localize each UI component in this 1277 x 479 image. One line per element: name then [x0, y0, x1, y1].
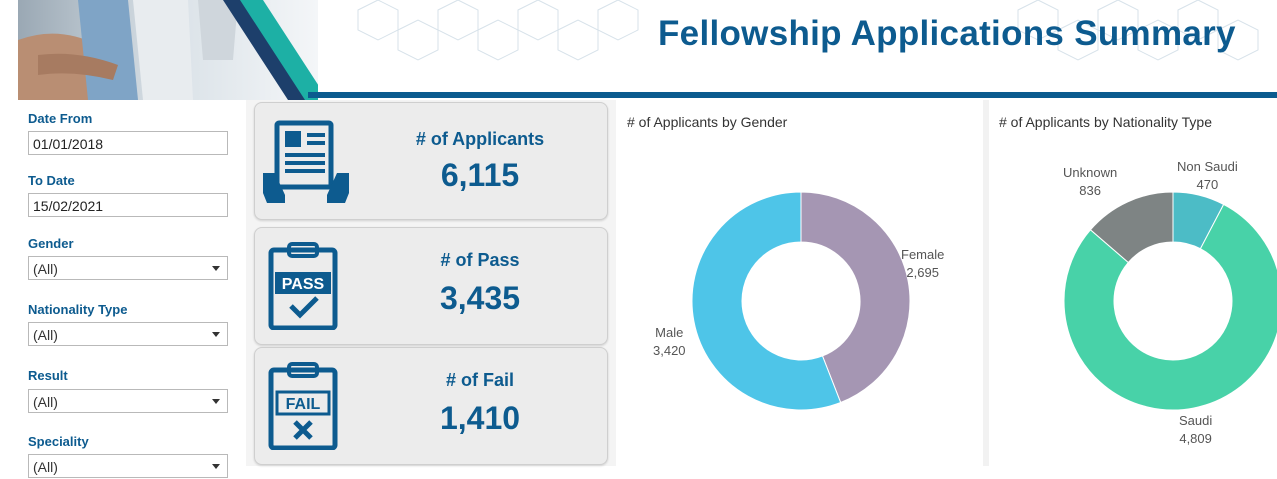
gender-label: Gender — [28, 236, 74, 251]
nationality-type-label: Nationality Type — [28, 302, 128, 317]
kpi-card-applicants: # of Applicants 6,115 — [254, 102, 608, 220]
male-slice-label: Male 3,420 — [653, 324, 686, 360]
non-saudi-slice-label: Non Saudi 470 — [1177, 158, 1238, 194]
gender-chart-title: # of Applicants by Gender — [627, 114, 788, 130]
nationality-chart-title: # of Applicants by Nationality Type — [999, 114, 1212, 130]
date-from-input[interactable]: 01/01/2018 — [28, 131, 228, 155]
saudi-slice-value: 4,809 — [1179, 431, 1212, 446]
female-slice-label: Female 2,695 — [901, 246, 944, 282]
date-from-label: Date From — [28, 111, 93, 126]
gender-donut-chart — [691, 191, 911, 411]
result-label: Result — [28, 368, 68, 383]
chevron-down-icon — [212, 332, 220, 337]
applicants-label: # of Applicants — [415, 129, 545, 149]
filters-panel: Date From 01/01/2018 To Date 15/02/2021 … — [18, 100, 247, 478]
fail-label: # of Fail — [445, 370, 514, 390]
female-slice-name: Female — [901, 247, 945, 262]
kpi-card-pass: PASS # of Pass 3,435 — [254, 227, 608, 345]
pass-clipboard-icon: PASS — [268, 242, 338, 330]
kpi-card-fail: FAIL # of Fail 1,410 — [254, 347, 608, 465]
unknown-slice-label: Unknown 836 — [1063, 164, 1117, 200]
saudi-slice-label: Saudi 4,809 — [1179, 412, 1212, 448]
chevron-down-icon — [212, 266, 220, 271]
to-date-input[interactable]: 15/02/2021 — [28, 193, 228, 217]
speciality-label: Speciality — [28, 434, 89, 449]
non-saudi-slice-name: Non Saudi — [1177, 159, 1238, 174]
applicants-value: 6,115 — [440, 157, 520, 193]
panel-divider — [983, 100, 989, 466]
chevron-down-icon — [212, 399, 220, 404]
chevron-down-icon — [212, 464, 220, 469]
unknown-slice-name: Unknown — [1063, 165, 1118, 180]
saudi-slice-name: Saudi — [1179, 413, 1213, 428]
fail-clipboard-icon: FAIL — [268, 362, 338, 450]
donut-slice-unknown[interactable] — [1089, 191, 1174, 264]
donut-slice-male[interactable] — [691, 191, 842, 411]
result-select[interactable]: (All) — [28, 389, 228, 413]
applicant-form-icon — [263, 120, 349, 203]
donut-slice-saudi[interactable] — [1063, 203, 1277, 411]
speciality-select[interactable]: (All) — [28, 454, 228, 478]
fail-icon-text: FAIL — [286, 396, 321, 413]
gender-select[interactable]: (All) — [28, 256, 228, 280]
header-photo — [18, 0, 318, 100]
gender-chart-panel: # of Applicants by Gender Female 2,695 M… — [617, 100, 983, 466]
unknown-slice-value: 836 — [1079, 183, 1101, 198]
header-divider — [308, 92, 1277, 98]
to-date-label: To Date — [28, 173, 75, 188]
female-slice-value: 2,695 — [906, 265, 939, 280]
non-saudi-slice-value: 470 — [1196, 177, 1219, 192]
male-slice-name: Male — [655, 325, 684, 340]
pass-value: 3,435 — [439, 280, 521, 316]
gender-select-value: (All) — [33, 261, 58, 277]
page-title: Fellowship Applications Summary — [658, 14, 1236, 53]
pass-label: # of Pass — [440, 250, 520, 270]
pass-icon-text: PASS — [282, 276, 325, 293]
donut-slice-female[interactable] — [800, 191, 911, 404]
speciality-select-value: (All) — [33, 459, 58, 475]
nationality-chart-panel: # of Applicants by Nationality Type Non … — [989, 100, 1277, 466]
result-select-value: (All) — [33, 394, 58, 410]
fail-value: 1,410 — [439, 400, 521, 436]
header-banner: Fellowship Applications Summary — [18, 0, 1277, 100]
nationality-donut-chart — [1063, 191, 1277, 411]
nationality-type-select-value: (All) — [33, 327, 58, 343]
nationality-type-select[interactable]: (All) — [28, 322, 228, 346]
male-slice-value: 3,420 — [653, 343, 686, 358]
kpi-column: # of Applicants 6,115 PASS # of Pass 3,4… — [246, 100, 616, 466]
hexagon-pattern — [357, 0, 1259, 61]
